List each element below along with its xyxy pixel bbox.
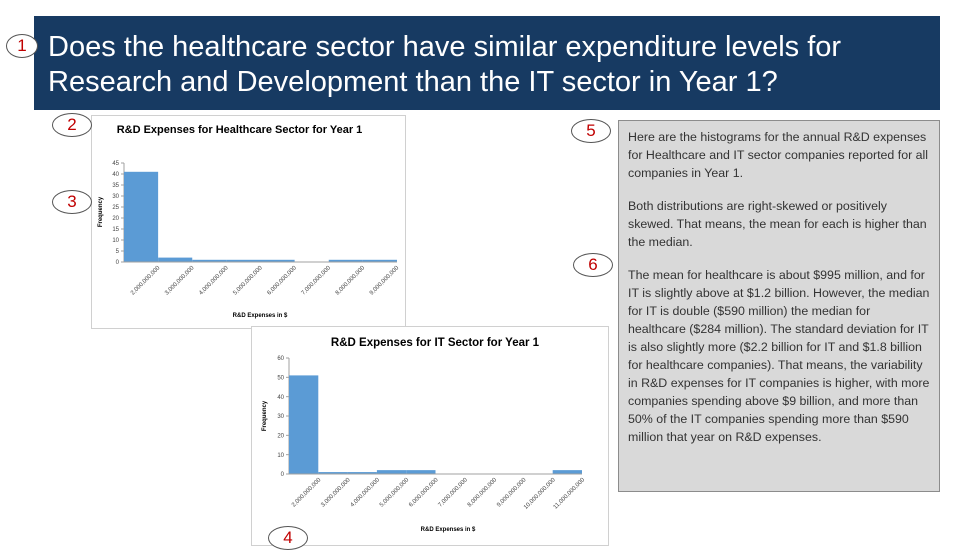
healthcare-bar — [328, 259, 363, 262]
marker-4: 4 — [268, 526, 308, 550]
healthcare-bar — [260, 259, 295, 262]
healthcare-x-tick-label: 5,000,000,000 — [232, 265, 264, 297]
title-banner: Does the healthcare sector have similar … — [34, 16, 940, 110]
marker-6: 6 — [573, 253, 613, 277]
healthcare-chart: R&D Expenses for Healthcare Sector for Y… — [91, 115, 406, 329]
healthcare-x-tick-label: 9,000,000,000 — [369, 265, 401, 297]
healthcare-y-tick-label: 40 — [112, 172, 119, 178]
it-histogram: 0 10 20 30 40 50 60 2,000,000,0003,000,000,0004… — [262, 356, 587, 533]
healthcare-y-tick-label: 45 — [112, 161, 119, 167]
paragraph-skew: Both distributions are right-skewed or p… — [628, 199, 927, 249]
it-x-tick-label: 4,000,000,000 — [350, 477, 382, 509]
healthcare-bar — [226, 259, 261, 262]
healthcare-y-tick-label: 30 — [112, 194, 119, 200]
healthcare-bar — [192, 259, 227, 262]
healthcare-y-axis-title: Frequency — [98, 196, 104, 227]
it-y-axis-title: Frequency — [262, 400, 268, 431]
it-chart-title: R&D Expenses for IT Sector for Year 1 — [330, 337, 540, 349]
it-x-tick-label: 6,000,000,000 — [408, 477, 440, 509]
healthcare-x-tick-label: 8,000,000,000 — [335, 265, 367, 297]
marker-5: 5 — [571, 119, 611, 143]
it-x-tick-label: 8,000,000,000 — [467, 477, 499, 509]
it-x-tick-label: 2,000,000,000 — [291, 477, 323, 509]
it-y-tick-label: 30 — [277, 414, 284, 420]
healthcare-x-tick-label: 2,000,000,000 — [130, 265, 162, 297]
it-y-tick-label: 60 — [277, 356, 284, 362]
it-bar — [552, 470, 582, 474]
healthcare-x-axis-title: R&D Expenses in $ — [233, 313, 288, 319]
healthcare-histogram: 0 5 10 15 20 25 30 35 40 45 2,000,000,000 3,000,000… — [98, 161, 401, 319]
paragraph-intro: Here are the histograms for the annual R… — [628, 130, 929, 180]
paragraph-comparison: The mean for healthcare is about $995 mi… — [628, 268, 930, 444]
it-bar — [347, 472, 377, 474]
healthcare-bar — [124, 171, 159, 262]
slide-title: Does the healthcare sector have similar … — [48, 31, 842, 98]
healthcare-bar — [362, 259, 397, 262]
marker-2: 2 — [52, 113, 92, 137]
it-x-tick-label: 9,000,000,000 — [496, 477, 528, 509]
it-y-tick-label: 0 — [281, 472, 285, 478]
explanation-panel: Here are the histograms for the annual R… — [618, 120, 940, 492]
healthcare-y-tick-label: 10 — [112, 238, 119, 244]
healthcare-y-tick-label: 5 — [116, 249, 120, 255]
it-y-tick-label: 20 — [277, 434, 284, 440]
it-bar — [318, 472, 348, 474]
healthcare-bar — [158, 257, 193, 262]
it-y-tick-label: 50 — [277, 376, 284, 382]
it-bar — [289, 375, 319, 474]
it-x-tick-label: 7,000,000,000 — [438, 477, 470, 509]
it-chart: R&D Expenses for IT Sector for Year 1 0 1… — [251, 326, 609, 546]
healthcare-y-tick-label: 20 — [112, 216, 119, 222]
marker-1: 1 — [6, 34, 38, 58]
it-y-tick-label: 10 — [277, 453, 284, 459]
healthcare-x-tick-label: 6,000,000,000 — [267, 265, 299, 297]
it-x-tick-label: 5,000,000,000 — [379, 477, 411, 509]
healthcare-y-tick-label: 35 — [112, 183, 119, 189]
it-x-tick-label: 3,000,000,000 — [320, 477, 352, 509]
it-y-tick-label: 40 — [277, 395, 284, 401]
it-bar — [406, 470, 436, 474]
it-bar — [376, 470, 407, 474]
healthcare-y-tick-label: 25 — [112, 205, 119, 211]
healthcare-x-tick-label: 3,000,000,000 — [164, 265, 196, 297]
it-x-tick-label: 11,000,000,000 — [553, 477, 587, 511]
healthcare-y-tick-label: 15 — [112, 227, 119, 233]
healthcare-chart-title: R&D Expenses for Healthcare Sector for Y… — [116, 124, 363, 136]
healthcare-x-tick-label: 4,000,000,000 — [198, 265, 230, 297]
healthcare-x-tick-label: 7,000,000,000 — [301, 265, 333, 297]
healthcare-y-tick-label: 0 — [116, 260, 120, 266]
it-x-axis-title: R&D Expenses in $ — [421, 527, 476, 533]
marker-3: 3 — [52, 190, 92, 214]
